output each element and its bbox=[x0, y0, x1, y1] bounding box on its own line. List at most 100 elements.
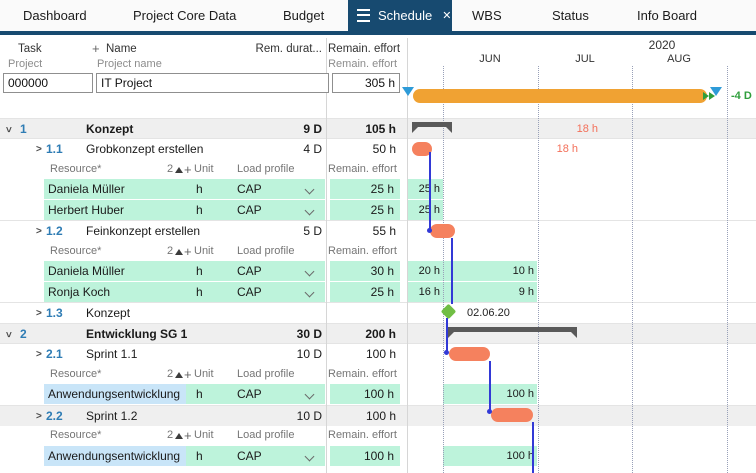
resource-effort-cell[interactable] bbox=[330, 446, 400, 466]
table-row[interactable]: 1.3 Konzept 02.06.20 bbox=[0, 302, 756, 323]
dependency-dot-icon bbox=[427, 228, 432, 233]
task-name: Entwicklung SG 1 bbox=[86, 327, 188, 341]
menu-icon[interactable] bbox=[357, 9, 370, 22]
timescale-year: 2020 bbox=[648, 38, 676, 52]
task-rem-duration: 9 D bbox=[303, 122, 322, 136]
month-gridline bbox=[443, 66, 444, 473]
task-remain-effort: 105 h bbox=[365, 122, 396, 136]
effort-month-value: 25 h bbox=[418, 183, 440, 195]
task-number: 2.1 bbox=[46, 347, 63, 361]
project-start-marker-icon[interactable] bbox=[402, 87, 414, 96]
task-bar-2-2[interactable] bbox=[491, 408, 533, 422]
add-resource-button[interactable]: + bbox=[184, 162, 192, 177]
summary-bar-entwicklung[interactable] bbox=[448, 327, 577, 338]
expand-icon[interactable] bbox=[36, 139, 42, 160]
summary-bar-konzept[interactable] bbox=[412, 122, 452, 133]
table-row[interactable]: 1.1 Grobkonzept erstellen 4 D 50 h 18 h bbox=[0, 138, 756, 159]
table-row[interactable]: 1.2 Feinkonzept erstellen 5 D 55 h bbox=[0, 220, 756, 241]
close-icon[interactable]: ✕ bbox=[442, 10, 452, 22]
resource-effort-cell[interactable] bbox=[330, 384, 400, 404]
tab-project-core-data[interactable]: Project Core Data bbox=[133, 8, 237, 23]
table-row[interactable]: 2.2 Sprint 1.2 10 D 100 h bbox=[0, 405, 756, 426]
task-name: Grobkonzept erstellen bbox=[86, 142, 204, 156]
sort-badge[interactable]: 2 bbox=[167, 163, 174, 175]
sort-asc-icon[interactable] bbox=[175, 249, 183, 255]
resource-unit: h bbox=[196, 449, 203, 463]
column-header-rem-duration[interactable]: Rem. durat... bbox=[255, 43, 322, 55]
tab-schedule[interactable]: Schedule ✕ bbox=[348, 0, 452, 31]
table-row[interactable]: 2.1 Sprint 1.1 10 D 100 h bbox=[0, 343, 756, 364]
resource-remain-effort: 100 h bbox=[363, 387, 394, 401]
tab-status[interactable]: Status bbox=[552, 8, 589, 23]
tab-wbs[interactable]: WBS bbox=[472, 8, 502, 23]
project-delta-label: -4 D bbox=[731, 90, 752, 102]
tab-budget[interactable]: Budget bbox=[283, 8, 325, 23]
task-number: 1.3 bbox=[46, 306, 63, 320]
add-resource-button[interactable]: + bbox=[184, 244, 192, 259]
task-number: 1.2 bbox=[46, 224, 63, 238]
resource-row[interactable]: Ronja Koch h CAP 25 h 16 h 9 h bbox=[0, 282, 756, 303]
expand-icon[interactable] bbox=[36, 406, 42, 427]
resource-effort-cell[interactable] bbox=[330, 261, 400, 281]
collapse-icon[interactable] bbox=[5, 324, 11, 345]
task-bar-2-1[interactable] bbox=[449, 347, 490, 361]
resource-name: Anwendungsentwicklung bbox=[48, 387, 181, 401]
resource-name: Anwendungsentwicklung bbox=[48, 449, 181, 463]
expand-icon[interactable] bbox=[36, 221, 42, 242]
project-id-input[interactable] bbox=[3, 73, 93, 93]
expand-icon[interactable] bbox=[36, 303, 42, 324]
resource-row[interactable]: Anwendungsentwicklung h CAP 100 h 100 h bbox=[0, 384, 756, 405]
table-row[interactable]: 2 Entwicklung SG 1 30 D 200 h bbox=[0, 323, 756, 344]
expand-icon[interactable] bbox=[36, 344, 42, 365]
resource-row[interactable]: Daniela Müller h CAP 30 h 20 h 10 h bbox=[0, 261, 756, 282]
resource-name-cell[interactable] bbox=[44, 200, 186, 220]
sort-badge[interactable]: 2 bbox=[167, 429, 174, 441]
tab-bar: Dashboard Project Core Data Budget Sched… bbox=[0, 0, 756, 31]
effort-period-cell bbox=[408, 261, 537, 281]
resource-row[interactable]: Daniela Müller h CAP 25 h 25 h bbox=[0, 179, 756, 200]
resource-effort-cell[interactable] bbox=[330, 200, 400, 220]
team-name-cell[interactable] bbox=[44, 384, 186, 404]
task-bar-1-2[interactable] bbox=[430, 224, 455, 238]
resource-effort-cell[interactable] bbox=[330, 282, 400, 302]
task-remain-effort: 50 h bbox=[372, 142, 396, 156]
column-header-name[interactable]: Name bbox=[106, 43, 137, 55]
sort-asc-icon[interactable] bbox=[175, 372, 183, 378]
sort-badge[interactable]: 2 bbox=[167, 368, 174, 380]
resource-detail-cell bbox=[186, 200, 325, 220]
resource-name: Daniela Müller bbox=[48, 264, 125, 278]
resource-header-row: Resource* 2 + Unit Load profile Remain. … bbox=[0, 364, 756, 385]
dependency-connector bbox=[489, 361, 491, 411]
resource-name-cell[interactable] bbox=[44, 179, 186, 199]
collapse-icon[interactable] bbox=[5, 119, 11, 140]
resource-name-cell[interactable] bbox=[44, 261, 186, 281]
sort-asc-icon[interactable] bbox=[175, 167, 183, 173]
add-column-button[interactable]: + bbox=[92, 41, 100, 56]
project-end-marker-icon[interactable] bbox=[710, 87, 722, 96]
resource-effort-cell[interactable] bbox=[330, 179, 400, 199]
effort-month-value: 100 h bbox=[506, 388, 534, 400]
team-name-cell[interactable] bbox=[44, 446, 186, 466]
column-header-task[interactable]: Task bbox=[18, 43, 42, 55]
tab-dashboard[interactable]: Dashboard bbox=[23, 8, 87, 23]
effort-month-value: 16 h bbox=[418, 286, 440, 298]
resource-row[interactable]: Anwendungsentwicklung h CAP 100 h 100 h bbox=[0, 446, 756, 467]
task-name: Konzept bbox=[86, 306, 131, 320]
resource-row[interactable]: Herbert Huber h CAP 25 h 25 h bbox=[0, 200, 756, 221]
add-resource-button[interactable]: + bbox=[184, 367, 192, 382]
project-effort-input[interactable] bbox=[332, 73, 400, 93]
column-header-remain-effort[interactable]: Remain. effort bbox=[328, 43, 401, 55]
add-resource-button[interactable]: + bbox=[184, 428, 192, 443]
project-gantt-bar[interactable] bbox=[413, 89, 707, 103]
table-row[interactable]: 1 Konzept 9 D 105 h 18 h bbox=[0, 118, 756, 139]
project-name-input[interactable] bbox=[96, 73, 329, 93]
unit-column-header: Unit bbox=[194, 163, 214, 175]
resource-name-cell[interactable] bbox=[44, 282, 186, 302]
pane-separator[interactable] bbox=[407, 38, 408, 473]
sort-badge[interactable]: 2 bbox=[167, 245, 174, 257]
task-bar-1-1[interactable] bbox=[412, 142, 432, 156]
tab-info-board[interactable]: Info Board bbox=[637, 8, 697, 23]
tab-schedule-label: Schedule bbox=[378, 8, 433, 23]
remain-effort-column-header: Remain. effort bbox=[328, 368, 397, 380]
sort-asc-icon[interactable] bbox=[175, 433, 183, 439]
